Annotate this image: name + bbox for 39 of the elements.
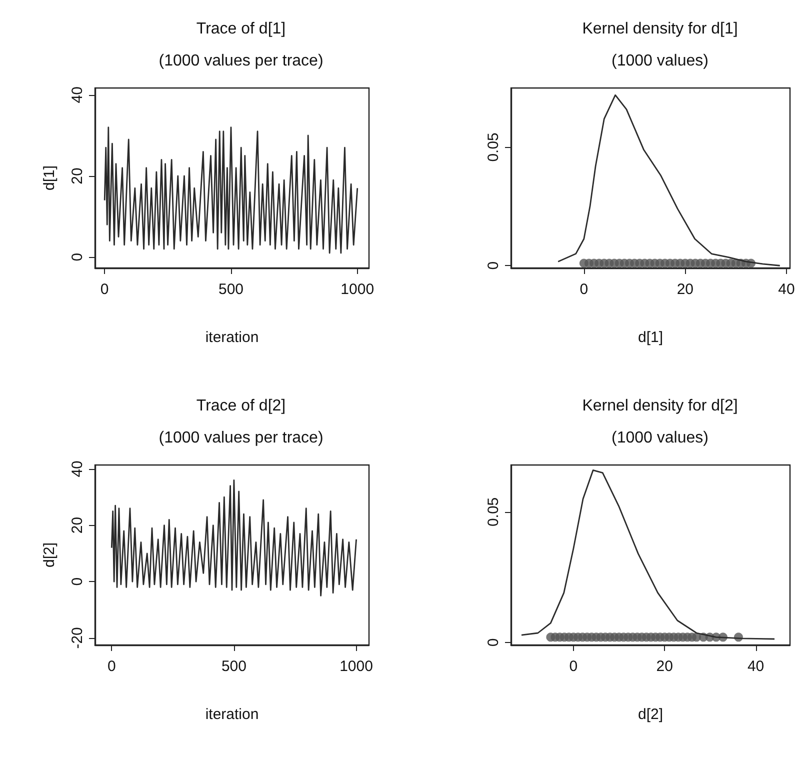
- x-tick-label: 1000: [340, 658, 373, 675]
- x-axis-title: iteration: [205, 706, 259, 723]
- chart-title: Trace of d[2]: [196, 398, 286, 414]
- x-tick-label: 1000: [340, 281, 374, 298]
- chart-title: Kernel density for d[2]: [582, 398, 738, 414]
- x-axis-title: iteration: [205, 329, 259, 346]
- chart-title: Trace of d[1]: [196, 20, 286, 38]
- y-tick-label: 0.05: [485, 497, 502, 527]
- chart-subtitle: (1000 values): [612, 52, 708, 70]
- x-tick-label: 40: [778, 281, 795, 298]
- chart-subtitle: (1000 values): [612, 430, 708, 446]
- x-tick-label: 20: [676, 281, 694, 298]
- y-tick-label: 20: [69, 516, 86, 534]
- y-axis-title: d[1]: [41, 165, 58, 191]
- y-tick-label: 20: [69, 168, 86, 184]
- y-axis-title: d[2]: [41, 542, 58, 568]
- y-tick-label: 0: [69, 577, 86, 586]
- line-series: [110, 480, 357, 596]
- x-tick-label: 0: [107, 658, 116, 675]
- x-axis-title: d[2]: [638, 706, 664, 723]
- y-tick-label: 0: [485, 638, 502, 647]
- x-tick-label: 500: [221, 658, 246, 675]
- x-tick-label: 500: [218, 281, 244, 298]
- x-tick-label: 0: [100, 281, 109, 298]
- x-tick-label: 40: [747, 658, 764, 675]
- y-tick-label: 40: [69, 86, 86, 104]
- chart-subtitle: (1000 values per trace): [158, 52, 324, 70]
- y-tick-label: 0: [69, 252, 86, 262]
- x-axis-title: d[1]: [638, 329, 664, 346]
- chart-subtitle: (1000 values per trace): [158, 430, 324, 446]
- line-series: [104, 126, 358, 254]
- y-tick-label: 0: [485, 261, 502, 270]
- y-tick-label: 0.05: [485, 132, 502, 162]
- y-tick-label: 40: [69, 460, 86, 478]
- x-tick-label: 0: [580, 281, 588, 298]
- y-tick-label: -20: [69, 627, 86, 649]
- x-tick-label: 0: [569, 658, 578, 675]
- chart-title: Kernel density for d[1]: [582, 20, 738, 38]
- x-tick-label: 20: [656, 658, 673, 675]
